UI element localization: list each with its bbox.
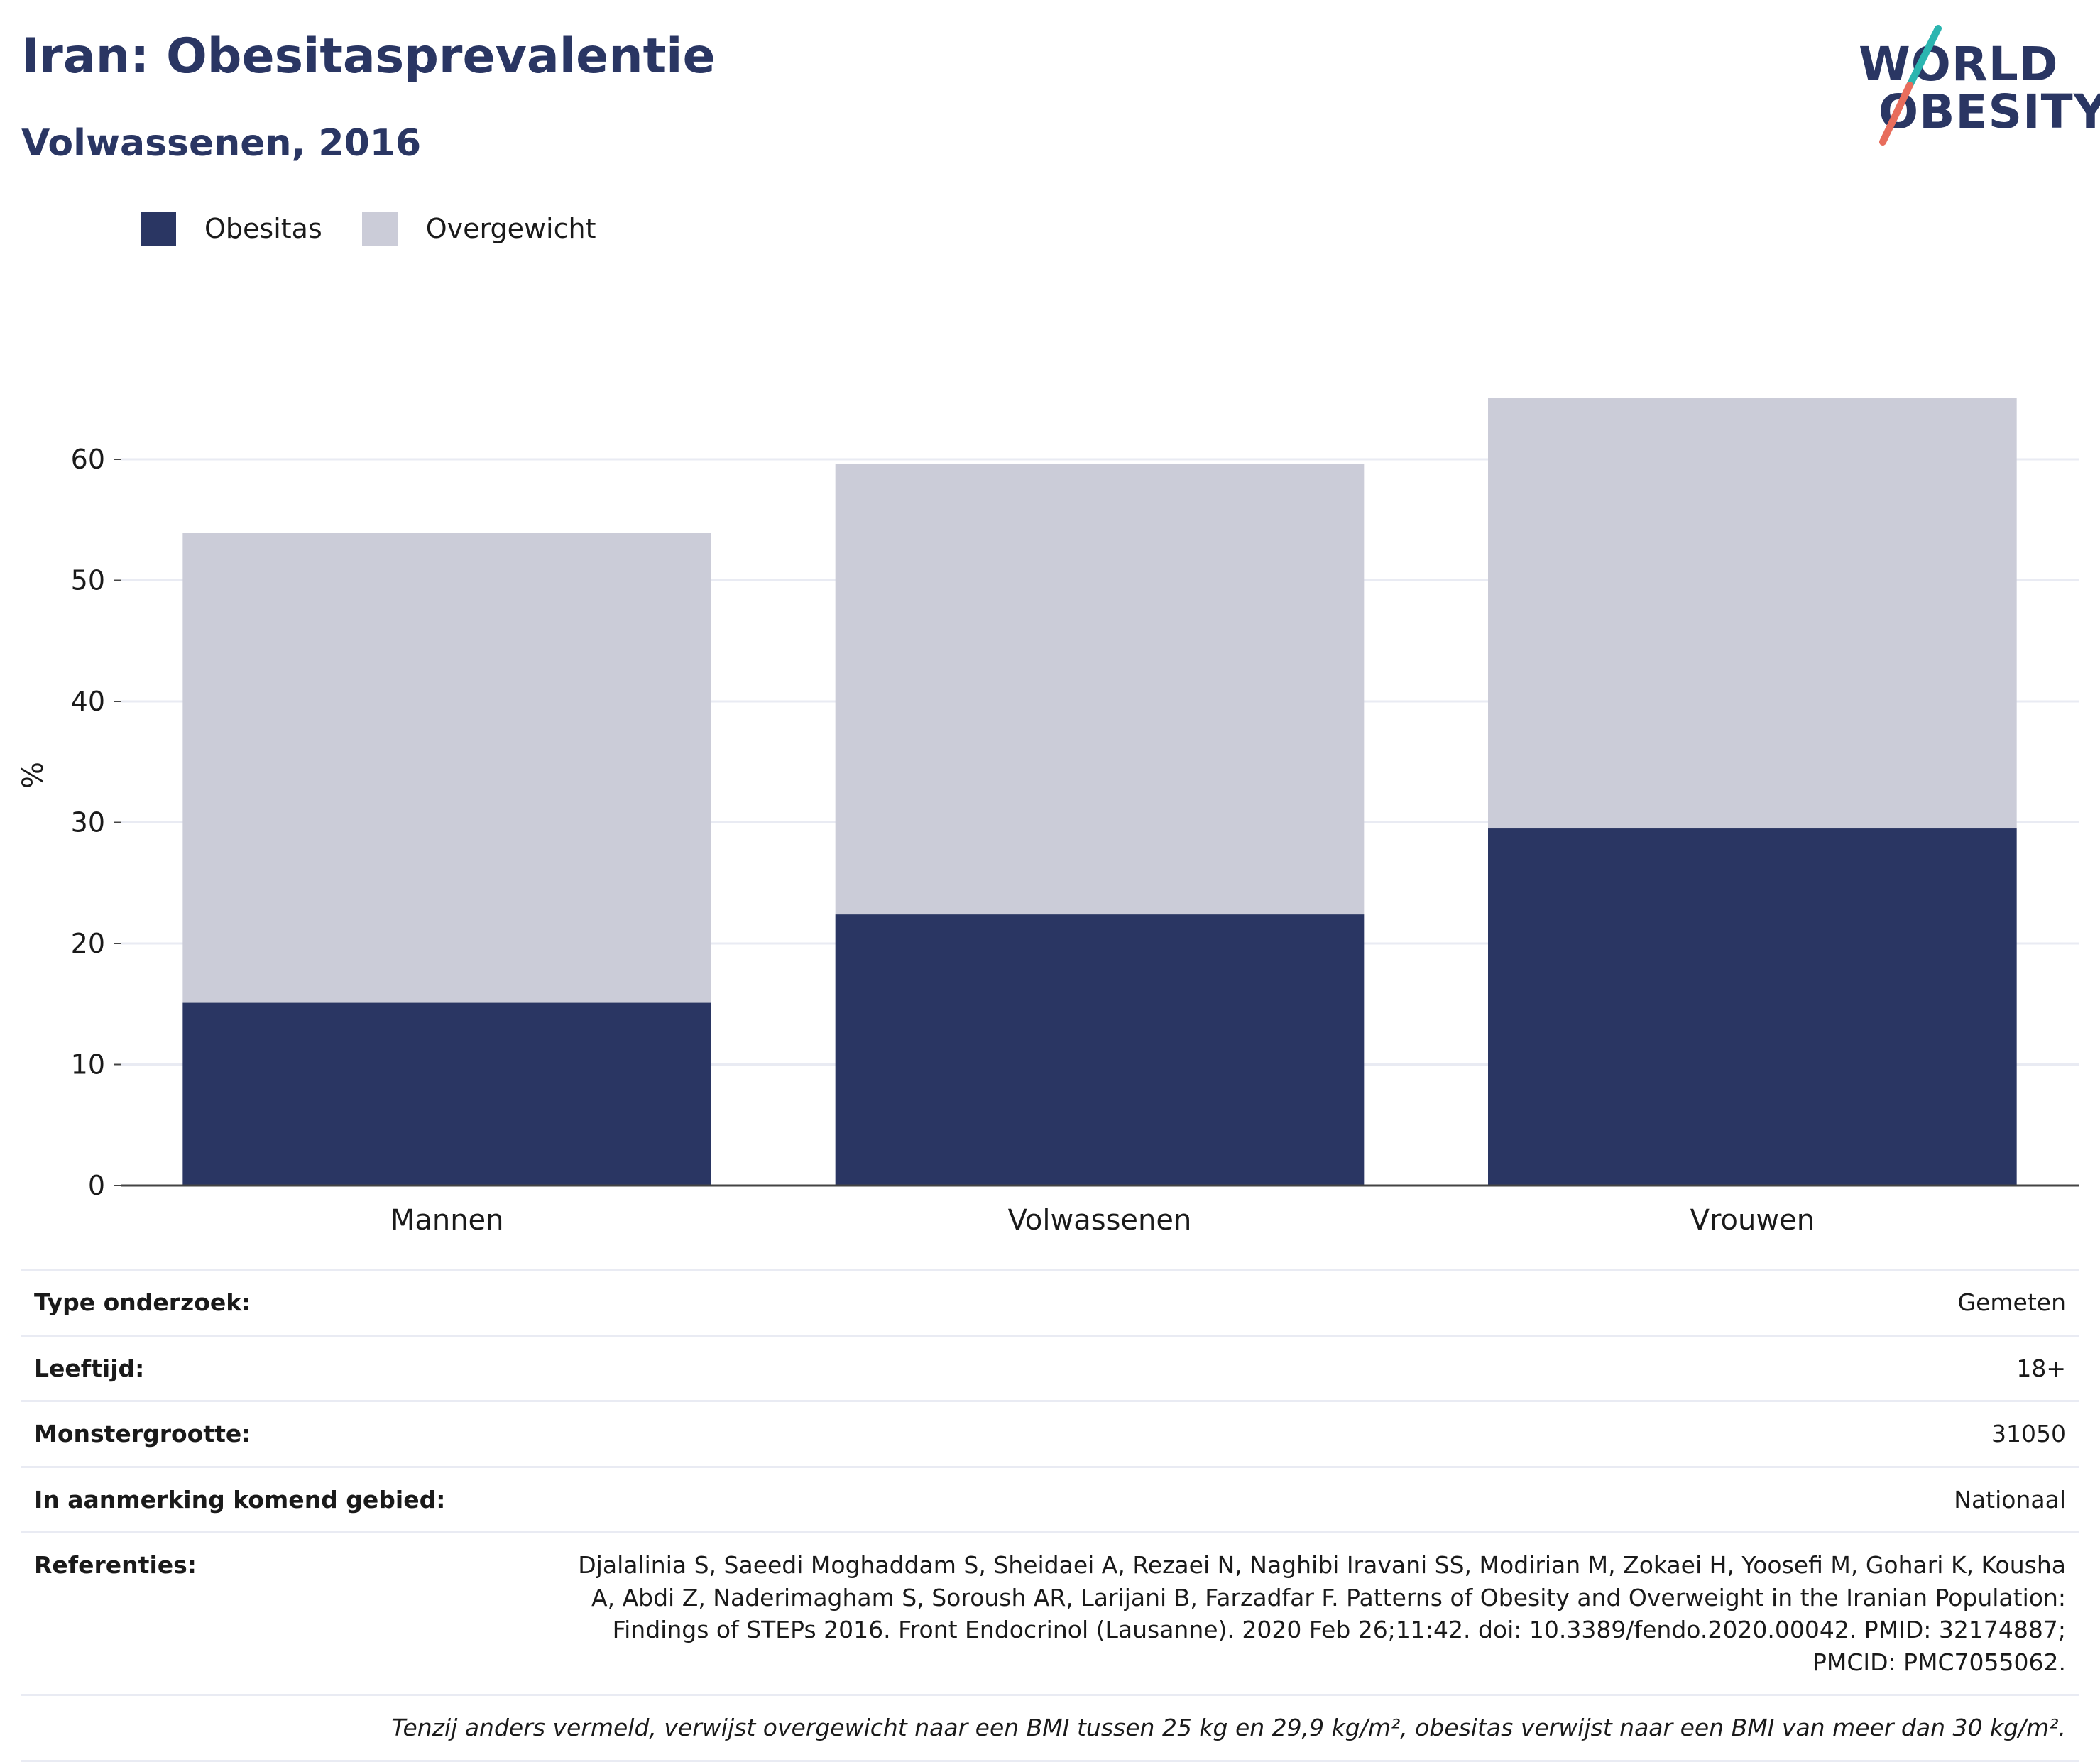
y-tick-label: 30 (71, 807, 105, 838)
info-label-age: Leeftijd: (21, 1334, 544, 1401)
info-row-sample: Monstergrootte: 31050 (21, 1400, 2079, 1467)
info-label-sample: Monstergrootte: (21, 1400, 544, 1467)
bar-obesitas-vrouwen[interactable] (1488, 828, 2017, 1186)
x-tick-label: Vrouwen (1690, 1204, 1815, 1235)
legend-item-overgewicht[interactable]: Overgewicht (361, 212, 596, 246)
info-row-footnote: Tenzij anders vermeld, verwijst overgewi… (21, 1694, 2079, 1762)
legend-label-obesitas: Obesitas (204, 213, 322, 244)
y-tick-label: 60 (71, 444, 105, 475)
footnote: Tenzij anders vermeld, verwijst overgewi… (21, 1694, 2079, 1762)
info-label-type: Type onderzoek: (21, 1269, 544, 1336)
y-tick-label: 40 (71, 686, 105, 717)
x-tick-label: Mannen (390, 1204, 504, 1235)
bar-overgewicht-mannen[interactable] (182, 533, 711, 1003)
y-tick-label: 50 (71, 565, 105, 596)
y-tick-label: 0 (88, 1170, 105, 1201)
info-label-references: Referenties: (21, 1531, 544, 1695)
logo-line2: OBESITY (1878, 84, 2100, 139)
bar-overgewicht-vrouwen[interactable] (1488, 398, 2017, 829)
bar-overgewicht-volwassenen[interactable] (835, 464, 1365, 915)
info-label-area: In aanmerking komend gebied: (21, 1465, 544, 1533)
info-row-area: In aanmerking komend gebied: Nationaal (21, 1465, 2079, 1533)
logo-slash-icon (1879, 25, 1942, 146)
bar-obesitas-mannen[interactable] (182, 1002, 711, 1186)
y-tick-label: 20 (71, 928, 105, 959)
y-tick-label: 10 (71, 1049, 105, 1080)
legend-swatch-obesitas (141, 212, 176, 246)
world-obesity-logo: WORLD OBESITY (1846, 21, 2100, 149)
bar-chart: 0 10 20 30 40 50 60 Mannen Volwassenen Vrouwen% (17, 398, 2079, 1235)
info-table: Type onderzoek: Gemeten Leeftijd: 18+ Mo… (21, 1269, 2079, 1762)
info-value-age: 18+ (544, 1334, 2079, 1401)
info-value-references: Djalalinia S, Saeedi Moghaddam S, Sheida… (544, 1531, 2079, 1695)
x-tick-label: Volwassenen (1008, 1204, 1192, 1235)
legend-label-overgewicht: Overgewicht (425, 213, 596, 244)
info-value-area: Nationaal (544, 1465, 2079, 1533)
page-subtitle: Volwassenen, 2016 (21, 122, 422, 165)
info-row-age: Leeftijd: 18+ (21, 1334, 2079, 1401)
chart-legend: Obesitas Overgewicht (141, 212, 636, 246)
y-axis-label: % (17, 762, 50, 789)
info-row-type: Type onderzoek: Gemeten (21, 1269, 2079, 1336)
page-title: Iran: Obesitasprevalentie (21, 28, 716, 84)
info-value-type: Gemeten (544, 1269, 2079, 1336)
info-value-sample: 31050 (544, 1400, 2079, 1467)
bar-obesitas-volwassenen[interactable] (835, 914, 1365, 1186)
logo-line1: WORLD (1859, 37, 2059, 92)
legend-item-obesitas[interactable]: Obesitas (141, 212, 322, 246)
legend-swatch-overgewicht (361, 212, 398, 246)
info-row-references: Referenties: Djalalinia S, Saeedi Moghad… (21, 1531, 2079, 1695)
